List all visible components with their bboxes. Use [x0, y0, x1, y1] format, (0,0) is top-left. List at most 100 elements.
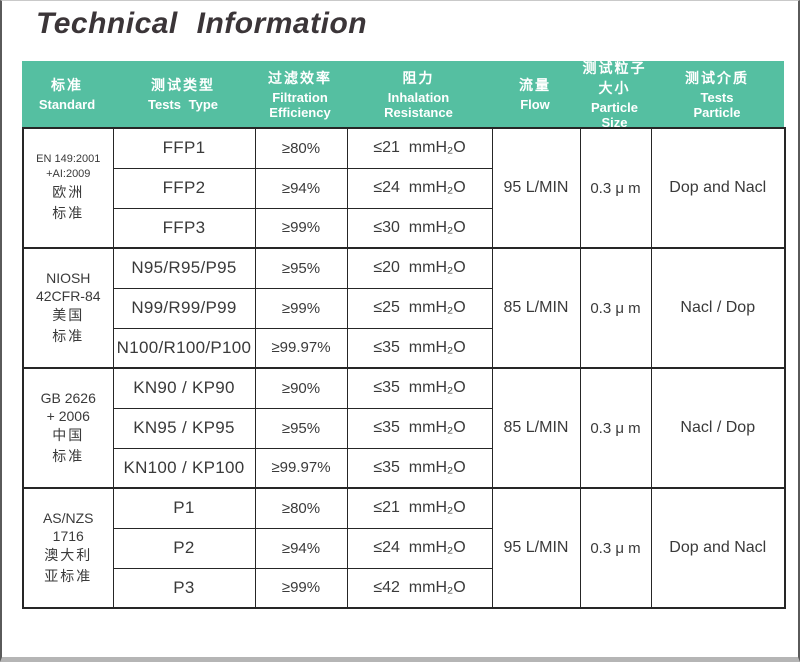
cell-efficiency: ≥99.97% [254, 327, 348, 369]
column-header-flow: 流量 Flow [491, 61, 579, 127]
cell-efficiency: ≥99% [254, 207, 348, 249]
table-row: FFP2 ≥94% ≤24 mmH₂O [23, 167, 785, 209]
column-header-zh: 测试粒子大小 [582, 59, 647, 96]
cell-test-type: P1 [112, 487, 256, 529]
cell-resistance: ≤21 mmH₂O [346, 487, 493, 529]
standard-code-line: AS/NZS [42, 509, 94, 526]
cell-resistance: ≤24 mmH₂O [346, 167, 493, 209]
column-header-tests-type: 测试类型 Tests Type [112, 61, 254, 127]
cell-resistance: ≤25 mmH₂O [346, 287, 493, 329]
cell-resistance: ≤24 mmH₂O [346, 527, 493, 569]
cell-resistance: ≤42 mmH₂O [346, 567, 493, 609]
standard-code-line: 1716 [52, 528, 84, 544]
column-header-inhalation-resistance: 阻力 Inhalation Resistance [346, 61, 491, 127]
cell-efficiency: ≥80% [254, 127, 348, 169]
table-row: FFP3 ≥99% ≤30 mmH₂O [23, 207, 785, 249]
column-header-zh: 过滤效率 [268, 69, 332, 86]
cell-particle-size: 0.3 μ m [579, 247, 652, 369]
cell-resistance: ≤21 mmH₂O [346, 127, 493, 169]
cell-standard: AS/NZS 1716 澳大利 亚标准 [22, 487, 114, 609]
cell-efficiency: ≥99% [254, 567, 348, 609]
cell-standard: EN 149:2001 +AI:2009 欧洲 标准 [22, 127, 114, 249]
cell-test-type: N100/R100/P100 [112, 327, 256, 369]
column-header-zh: 阻力 [402, 69, 435, 86]
column-header-en: Flow [520, 97, 550, 113]
cell-particle-size: 0.3 μ m [579, 127, 652, 249]
cell-test-particle: Nacl / Dop [650, 367, 786, 489]
cell-flow: 95 L/MIN [491, 127, 581, 249]
cell-standard: NIOSH 42CFR-84 美国 标准 [22, 247, 114, 369]
spec-table: 标准 Standard 测试类型 Tests Type 过滤效率 Filtrat… [22, 59, 786, 609]
cell-flow: 95 L/MIN [491, 487, 581, 609]
column-header-zh: 测试类型 [151, 77, 215, 94]
column-header-en: Inhalation Resistance [384, 89, 453, 120]
standard-code-line: EN 149:2001 [36, 153, 101, 166]
table-row: NIOSH 42CFR-84 美国 标准 N95/R95/P95 ≥95% ≤2… [22, 247, 786, 369]
standard-zh-line: 亚标准 [44, 568, 93, 585]
standard-zh-line: 中国 [52, 427, 85, 444]
standard-zh-line: 美国 [52, 307, 85, 324]
cell-flow: 85 L/MIN [491, 247, 581, 369]
cell-efficiency: ≥95% [254, 247, 348, 289]
column-header-en: Tests Particle [693, 89, 741, 120]
cell-test-type: P2 [112, 527, 256, 569]
table-row: EN 149:2001 +AI:2009 欧洲 标准 FFP1 ≥80% ≤21… [22, 127, 786, 249]
cell-resistance: ≤20 mmH₂O [346, 247, 493, 289]
cell-test-type: KN90 / KP90 [112, 367, 256, 409]
column-header-zh: 标准 [51, 77, 83, 94]
cell-efficiency: ≥90% [254, 367, 348, 409]
standard-zh-line: 标准 [52, 328, 85, 345]
cell-test-type: KN95 / KP95 [112, 407, 256, 449]
cell-resistance: ≤35 mmH₂O [346, 327, 493, 369]
cell-efficiency: ≥99.97% [254, 447, 348, 489]
standard-code-line: NIOSH [46, 269, 91, 286]
table-row: KN100 / KP100 ≥99.97% ≤35 mmH₂O [23, 447, 785, 489]
cell-test-particle: Dop and Nacl [650, 127, 786, 249]
column-header-en: Filtration Efficiency [269, 89, 331, 120]
cell-efficiency: ≥94% [254, 527, 348, 569]
cell-test-type: N95/R95/P95 [112, 247, 256, 289]
standard-zh-line: 标准 [52, 204, 85, 221]
column-header-particle-size: 测试粒子大小 Particle Size [579, 59, 650, 130]
cell-test-type: KN100 / KP100 [112, 447, 256, 489]
column-header-tests-particle: 测试介质 Tests Particle [650, 61, 784, 127]
table-row: KN95 / KP95 ≥95% ≤35 mmH₂O [23, 407, 785, 449]
cell-efficiency: ≥80% [254, 487, 348, 529]
column-header-en: Tests Type [148, 97, 218, 113]
standard-zh-line: 澳大利 [44, 547, 93, 564]
cell-test-type: FFP1 [112, 127, 256, 169]
page-title: Technical Information [36, 7, 368, 40]
cell-particle-size: 0.3 μ m [579, 367, 652, 489]
cell-standard: GB 2626 + 2006 中国 标准 [22, 367, 114, 489]
standard-code-line: GB 2626 [40, 389, 96, 406]
standard-code-line: + 2006 [46, 408, 90, 424]
cell-resistance: ≤35 mmH₂O [346, 447, 493, 489]
column-header-zh: 流量 [519, 77, 551, 94]
spec-table-body: EN 149:2001 +AI:2009 欧洲 标准 FFP1 ≥80% ≤21… [22, 127, 786, 609]
cell-efficiency: ≥95% [254, 407, 348, 449]
column-header-filtration-efficiency: 过滤效率 Filtration Efficiency [254, 61, 346, 127]
column-header-en: Standard [38, 97, 96, 113]
cell-resistance: ≤35 mmH₂O [346, 367, 493, 409]
cell-particle-size: 0.3 μ m [579, 487, 652, 609]
table-row: GB 2626 + 2006 中国 标准 KN90 / KP90 ≥90% ≤3… [22, 367, 786, 489]
standard-code-line: +AI:2009 [46, 168, 91, 180]
cell-resistance: ≤30 mmH₂O [346, 207, 493, 249]
cell-test-type: N99/R99/P99 [112, 287, 256, 329]
column-header-zh: 测试介质 [685, 69, 749, 86]
cell-efficiency: ≥94% [254, 167, 348, 209]
standard-zh-line: 欧洲 [52, 183, 85, 200]
cell-test-type: FFP2 [112, 167, 256, 209]
standard-zh-line: 标准 [52, 448, 85, 465]
cell-flow: 85 L/MIN [491, 367, 581, 489]
column-header-en: Particle Size [591, 99, 638, 130]
cell-test-particle: Nacl / Dop [650, 247, 786, 369]
cell-resistance: ≤35 mmH₂O [346, 407, 493, 449]
table-row: N100/R100/P100 ≥99.97% ≤35 mmH₂O [23, 327, 785, 369]
table-header-row: 标准 Standard 测试类型 Tests Type 过滤效率 Filtrat… [22, 59, 784, 130]
cell-test-type: FFP3 [112, 207, 256, 249]
table-row: N99/R99/P99 ≥99% ≤25 mmH₂O [23, 287, 785, 329]
column-header-standard: 标准 Standard [22, 61, 112, 127]
cell-test-particle: Dop and Nacl [650, 487, 786, 609]
